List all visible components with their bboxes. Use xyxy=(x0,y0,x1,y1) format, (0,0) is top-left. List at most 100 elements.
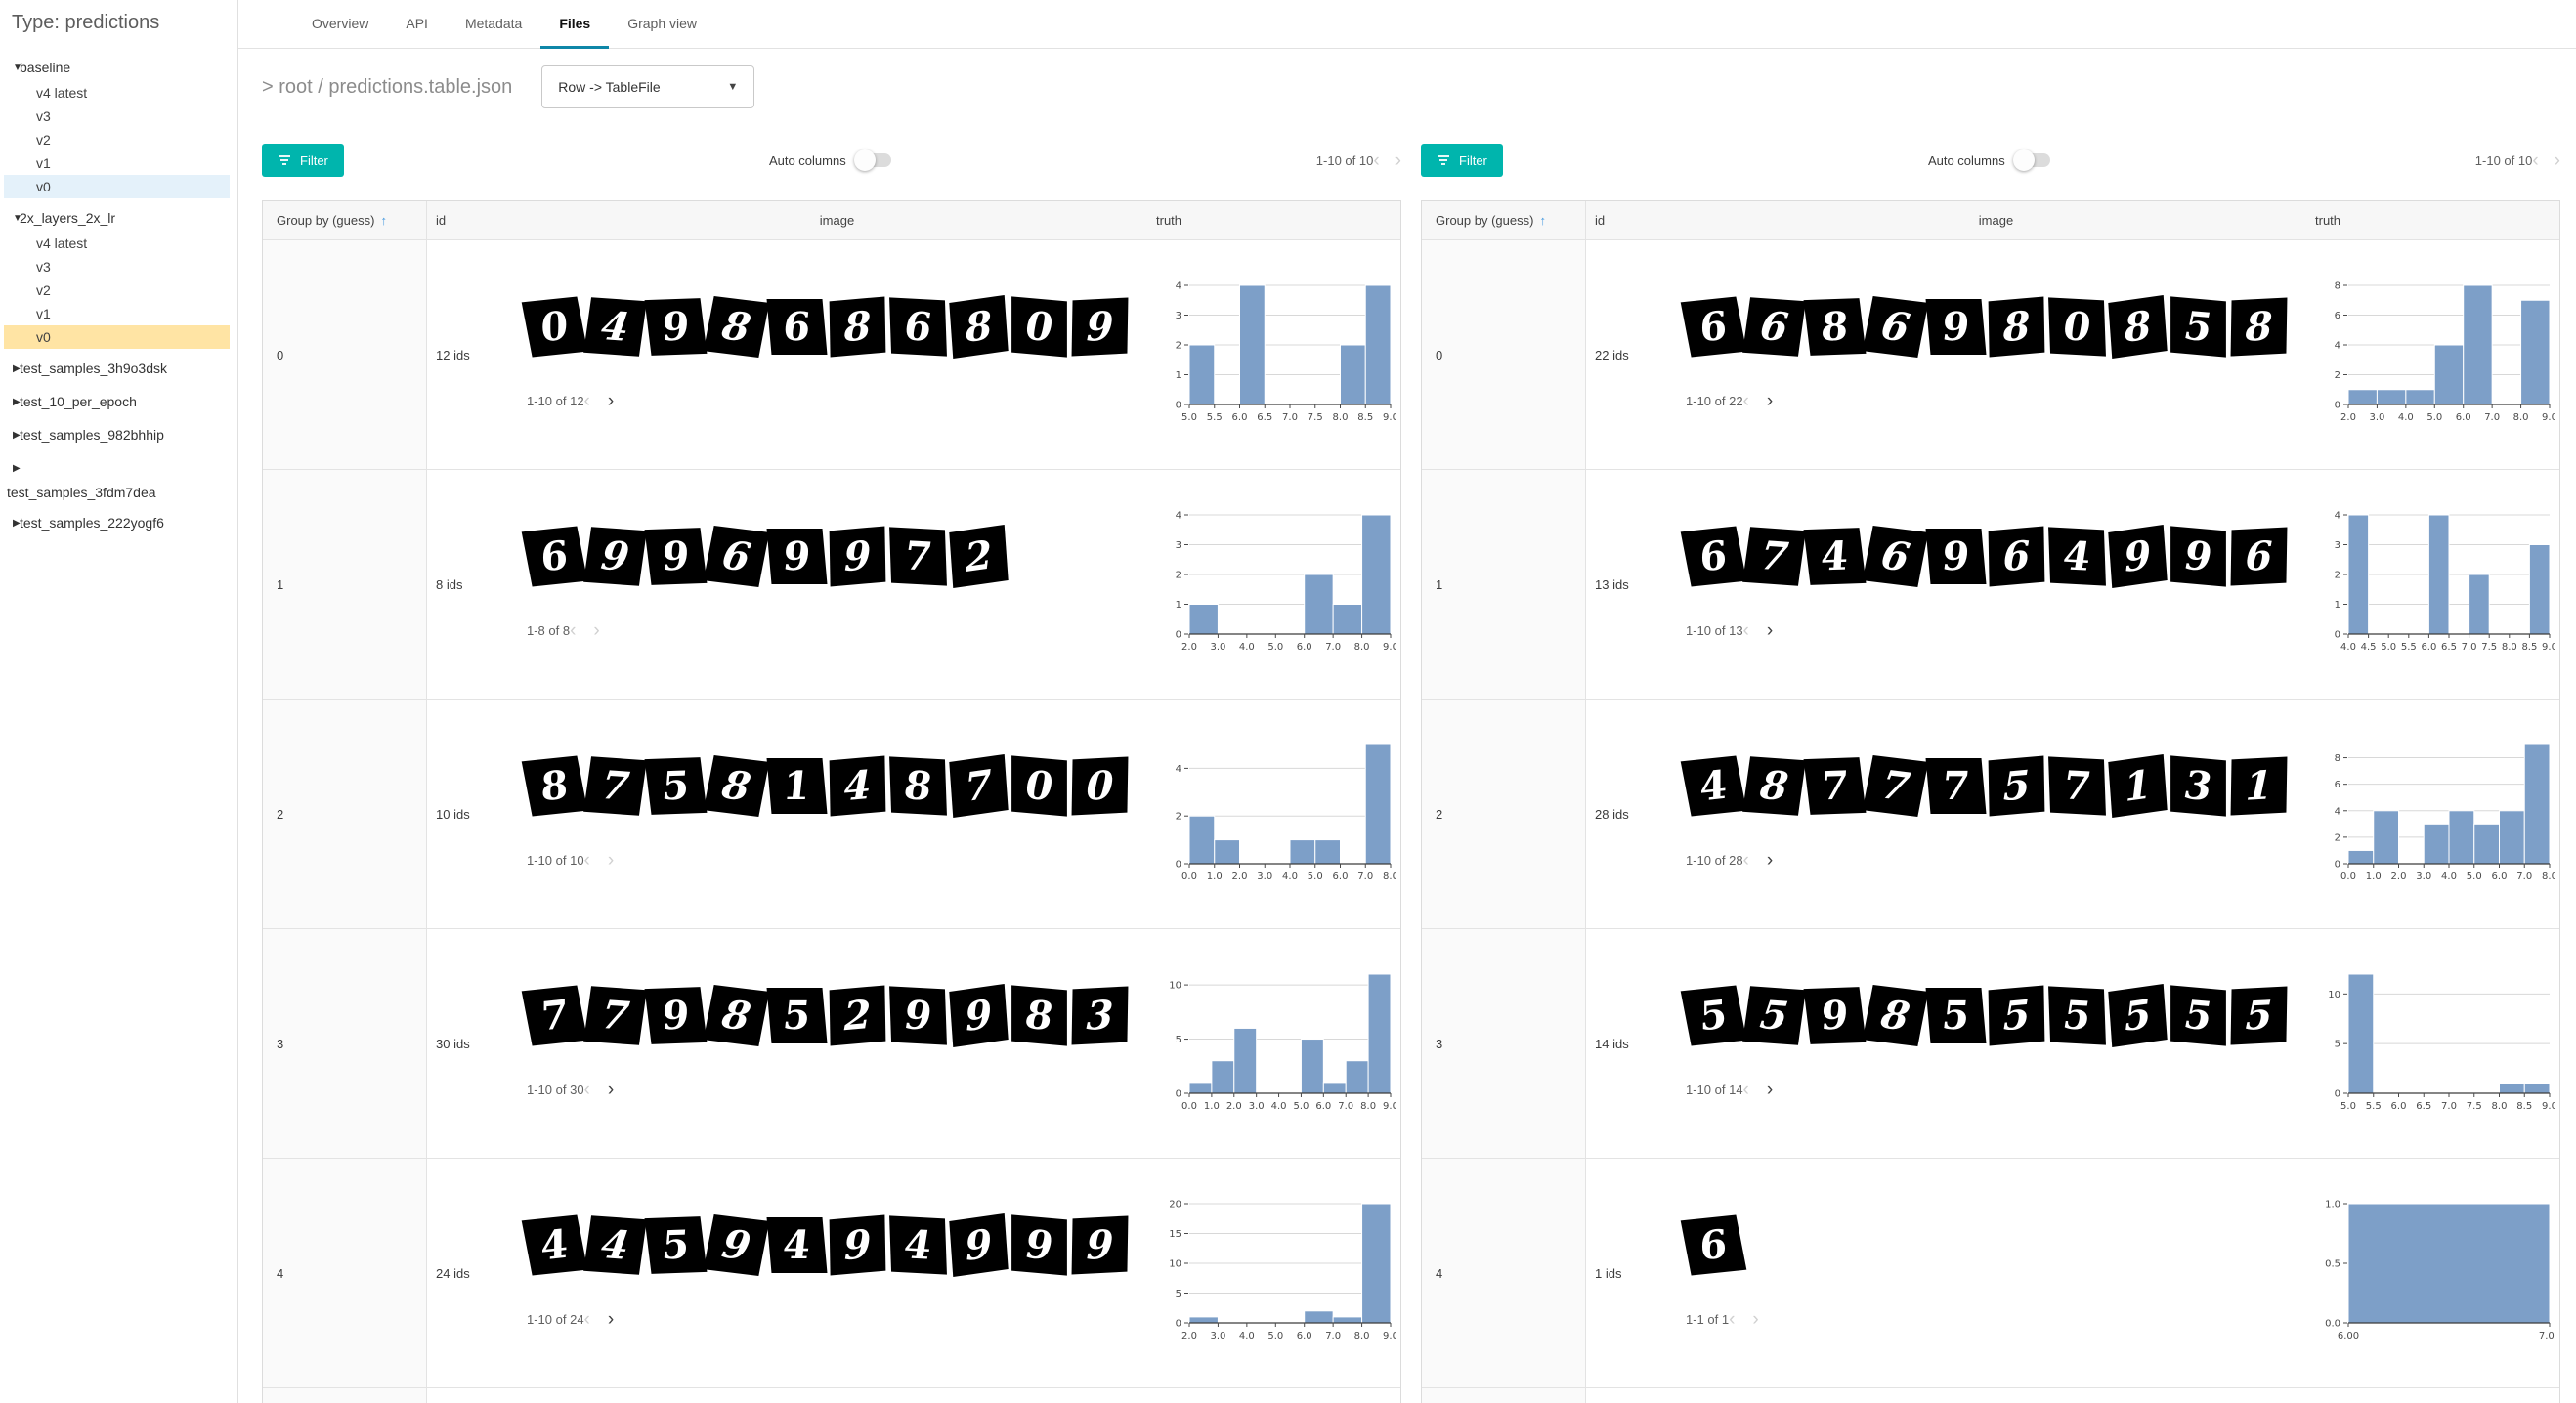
digit-image[interactable]: 7 xyxy=(1925,758,1987,814)
prev-images-icon[interactable]: ‹ xyxy=(1742,850,1749,871)
digit-image[interactable]: 7 xyxy=(889,527,947,586)
digit-image[interactable]: 9 xyxy=(2170,526,2226,587)
digit-image[interactable]: 9 xyxy=(949,1213,1009,1277)
digit-image[interactable]: 8 xyxy=(829,296,886,358)
next-images-icon[interactable]: › xyxy=(1766,1080,1774,1100)
digit-image[interactable]: 7 xyxy=(1803,757,1867,815)
digit-image[interactable]: 6 xyxy=(1988,526,2045,587)
sidebar-item-2x_layers_2x_lr[interactable]: ▼ 2x_layers_2x_lr xyxy=(0,204,237,232)
prev-images-icon[interactable]: ‹ xyxy=(1742,620,1749,641)
tab-overview[interactable]: Overview xyxy=(312,16,369,31)
column-header-image[interactable]: image xyxy=(1978,213,2014,228)
prev-images-icon[interactable]: ‹ xyxy=(583,1309,590,1330)
digit-image[interactable]: 9 xyxy=(829,526,886,587)
prev-images-icon[interactable]: ‹ xyxy=(583,850,590,871)
digit-image[interactable]: 7 xyxy=(583,756,647,816)
digit-image[interactable]: 5 xyxy=(1742,986,1806,1045)
digit-image[interactable]: 4 xyxy=(583,1215,647,1275)
digit-image[interactable]: 8 xyxy=(1742,756,1806,816)
column-header-truth[interactable]: truth xyxy=(2315,213,2341,228)
digit-image[interactable]: 4 xyxy=(766,1217,828,1273)
digit-image[interactable]: 9 xyxy=(949,984,1009,1047)
digit-image[interactable]: 4 xyxy=(829,755,886,817)
digit-image[interactable]: 8 xyxy=(521,755,588,817)
digit-image[interactable]: 7 xyxy=(521,985,588,1046)
digit-image[interactable]: 8 xyxy=(889,756,947,816)
prev-images-icon[interactable]: ‹ xyxy=(583,391,590,411)
sidebar-version-v2[interactable]: v2 xyxy=(36,132,51,148)
sidebar-item-test_samples_3fdm7dea[interactable]: test_samples_3fdm7dea xyxy=(7,485,156,500)
digit-image[interactable]: 7 xyxy=(949,754,1009,818)
next-images-icon[interactable]: › xyxy=(607,850,615,871)
digit-image[interactable]: 1 xyxy=(2230,756,2288,816)
sort-ascending-icon[interactable]: ↑ xyxy=(1539,213,1546,228)
digit-image[interactable]: 9 xyxy=(1803,987,1867,1044)
digit-image[interactable]: 4 xyxy=(1680,755,1747,817)
digit-image[interactable]: 9 xyxy=(1925,529,1987,584)
digit-image[interactable]: 3 xyxy=(1071,986,1129,1045)
column-header-id[interactable]: id xyxy=(436,213,447,228)
digit-image[interactable]: 0 xyxy=(521,296,588,358)
digit-image[interactable]: 5 xyxy=(1988,755,2045,817)
digit-image[interactable]: 3 xyxy=(2170,755,2226,817)
digit-image[interactable]: 7 xyxy=(1862,754,1929,818)
digit-image[interactable]: 7 xyxy=(1742,527,1806,586)
next-page-icon[interactable]: › xyxy=(2554,149,2560,171)
digit-image[interactable]: 8 xyxy=(1988,296,2045,358)
digit-image[interactable]: 6 xyxy=(766,299,828,355)
prev-page-icon[interactable]: ‹ xyxy=(2532,149,2539,171)
digit-image[interactable]: 7 xyxy=(583,986,647,1045)
digit-image[interactable]: 2 xyxy=(829,985,886,1046)
sidebar-item-test_samples_982bhhip[interactable]: ▶ test_samples_982bhhip xyxy=(0,421,237,448)
digit-image[interactable]: 6 xyxy=(1742,297,1806,357)
sidebar-version-v4-latest[interactable]: v4 latest xyxy=(36,85,88,101)
tab-files[interactable]: Files xyxy=(540,0,610,49)
digit-image[interactable]: 5 xyxy=(644,1216,708,1274)
caret-right-icon[interactable]: ▶ xyxy=(13,462,21,474)
digit-image[interactable]: 9 xyxy=(644,528,708,585)
digit-image[interactable]: 5 xyxy=(2170,296,2226,358)
digit-image[interactable]: 8 xyxy=(2108,295,2168,359)
digit-image[interactable]: 4 xyxy=(1803,528,1867,585)
digit-image[interactable]: 9 xyxy=(766,529,828,584)
digit-image[interactable]: 5 xyxy=(2230,986,2288,1045)
sidebar-version-v2[interactable]: v2 xyxy=(36,282,51,298)
column-header-group[interactable]: Group by (guess) ↑ xyxy=(1422,201,1586,239)
sidebar-item-baseline[interactable]: ▼ baseline xyxy=(0,54,237,81)
digit-image[interactable]: 5 xyxy=(2170,985,2226,1046)
tab-graph-view[interactable]: Graph view xyxy=(627,16,698,31)
digit-image[interactable]: 0 xyxy=(1071,756,1129,816)
digit-image[interactable]: 1 xyxy=(2108,754,2168,818)
digit-image[interactable]: 5 xyxy=(766,988,828,1043)
digit-image[interactable]: 9 xyxy=(583,527,647,586)
next-images-icon[interactable]: › xyxy=(607,1080,615,1100)
digit-image[interactable]: 9 xyxy=(829,1214,886,1276)
digit-image[interactable]: 6 xyxy=(1862,295,1929,359)
digit-image[interactable]: 1 xyxy=(766,758,828,814)
sidebar-item-test_10_per_epoch[interactable]: ▶ test_10_per_epoch xyxy=(0,388,237,415)
digit-image[interactable]: 7 xyxy=(2048,756,2106,816)
tree-group-caret-row[interactable]: ▶ xyxy=(0,454,237,482)
digit-image[interactable]: 4 xyxy=(889,1215,947,1275)
caret-right-icon[interactable]: ▶ xyxy=(13,517,21,529)
digit-image[interactable]: 9 xyxy=(1071,297,1129,357)
prev-images-icon[interactable]: ‹ xyxy=(1729,1309,1736,1330)
digit-image[interactable]: 6 xyxy=(1680,1214,1747,1276)
prev-images-icon[interactable]: ‹ xyxy=(1742,1080,1749,1100)
digit-image[interactable]: 8 xyxy=(2230,297,2288,357)
prev-images-icon[interactable]: ‹ xyxy=(1742,391,1749,411)
filter-button[interactable]: Filter xyxy=(262,144,344,177)
digit-image[interactable]: 8 xyxy=(703,295,770,359)
prev-page-icon[interactable]: ‹ xyxy=(1373,149,1380,171)
caret-down-icon[interactable]: ▼ xyxy=(13,212,22,224)
next-images-icon[interactable]: › xyxy=(1752,1309,1759,1330)
digit-image[interactable]: 0 xyxy=(1011,755,1067,817)
prev-images-icon[interactable]: ‹ xyxy=(570,620,577,641)
digit-image[interactable]: 9 xyxy=(889,986,947,1045)
digit-image[interactable]: 4 xyxy=(583,297,647,357)
digit-image[interactable]: 9 xyxy=(644,987,708,1044)
digit-image[interactable]: 9 xyxy=(1011,1214,1067,1276)
sidebar-item-test_samples_222yogf6[interactable]: ▶ test_samples_222yogf6 xyxy=(0,509,237,536)
sidebar-version-v4-latest[interactable]: v4 latest xyxy=(36,235,88,251)
caret-right-icon[interactable]: ▶ xyxy=(13,396,21,407)
